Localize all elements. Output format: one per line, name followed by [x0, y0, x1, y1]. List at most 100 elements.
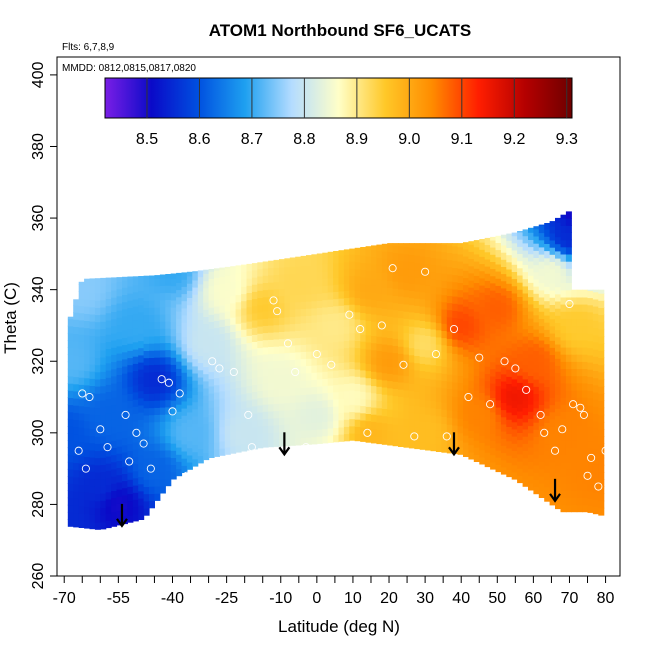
field-cell	[273, 259, 280, 261]
field-cell	[316, 264, 323, 273]
observation-marker	[565, 299, 574, 309]
field-cell	[441, 287, 448, 296]
field-cell	[84, 291, 91, 300]
field-cell	[67, 461, 74, 470]
field-cell	[371, 364, 377, 372]
field-cell	[251, 348, 258, 357]
field-cell	[560, 461, 567, 470]
field-cell	[94, 335, 101, 344]
field-cell	[403, 318, 410, 326]
field-cell	[517, 396, 524, 405]
field-cell	[214, 320, 220, 329]
field-cell	[528, 325, 534, 333]
field-cell	[522, 271, 529, 280]
field-cell	[138, 383, 145, 392]
field-cell	[587, 490, 594, 499]
field-cell	[262, 375, 269, 384]
field-cell	[533, 271, 540, 280]
field-cell	[576, 425, 583, 434]
field-cell	[219, 333, 226, 342]
field-cell	[506, 326, 513, 334]
field-cell	[522, 464, 529, 473]
field-cell	[592, 420, 599, 429]
field-cell	[84, 520, 91, 529]
field-cell	[398, 331, 404, 340]
observation-marker	[78, 389, 87, 398]
field-cell	[571, 332, 578, 341]
field-cell	[479, 378, 486, 386]
field-cell	[452, 303, 459, 311]
observation-marker	[81, 464, 90, 473]
field-cell	[322, 421, 329, 430]
field-cell	[414, 355, 421, 364]
field-cell	[533, 436, 540, 445]
field-cell	[241, 408, 248, 416]
field-cell	[143, 464, 150, 473]
field-cell	[214, 363, 220, 371]
observation-marker	[522, 385, 531, 394]
field-cell	[246, 421, 253, 429]
field-cell	[360, 427, 367, 435]
field-cell	[463, 242, 469, 250]
field-cell	[549, 404, 556, 413]
field-cell	[138, 311, 145, 320]
field-cell	[176, 432, 183, 441]
field-cell	[262, 382, 269, 391]
field-cell	[598, 343, 605, 351]
field-cell	[279, 438, 285, 447]
field-cell	[468, 301, 475, 310]
field-cell	[268, 425, 275, 433]
field-cell	[327, 427, 334, 436]
field-cell	[414, 312, 421, 321]
field-cell	[127, 314, 134, 323]
field-cell	[251, 391, 258, 400]
field-cell	[452, 389, 459, 397]
field-cell	[408, 254, 415, 263]
field-cell	[273, 381, 280, 390]
observation-marker	[345, 310, 354, 319]
field-cell	[560, 447, 567, 455]
field-cell	[408, 411, 415, 420]
field-cell	[154, 292, 161, 301]
field-cell	[587, 497, 594, 506]
field-cell	[170, 371, 177, 380]
field-cell	[203, 452, 210, 461]
field-cell	[555, 236, 561, 245]
field-cell	[208, 392, 215, 401]
field-cell	[571, 432, 578, 441]
field-cell	[533, 450, 540, 459]
field-cell	[365, 370, 372, 379]
field-cell	[78, 434, 85, 443]
field-cell	[582, 418, 589, 427]
field-cell	[273, 303, 280, 311]
field-cell	[138, 390, 145, 399]
field-cell	[219, 369, 226, 378]
field-cell	[343, 369, 350, 377]
field-cell	[154, 321, 161, 330]
field-cell	[224, 346, 231, 355]
field-cell	[197, 348, 204, 356]
field-cell	[582, 468, 589, 477]
field-cell	[549, 454, 556, 463]
field-cell	[241, 264, 248, 273]
field-cell	[208, 364, 215, 373]
field-cell	[73, 448, 80, 456]
field-cell	[495, 364, 502, 372]
field-cell	[452, 353, 459, 361]
field-cell	[149, 500, 155, 509]
field-cell	[560, 346, 567, 355]
field-cell	[376, 250, 383, 258]
field-cell	[473, 454, 480, 462]
field-cell	[67, 440, 74, 449]
field-cell	[490, 340, 497, 348]
field-cell	[257, 368, 264, 377]
field-cell	[511, 342, 518, 351]
field-cell	[538, 361, 545, 370]
field-cell	[165, 292, 172, 300]
field-cell	[235, 409, 242, 417]
field-cell	[538, 339, 545, 348]
field-cell	[479, 421, 486, 429]
field-cell	[149, 321, 155, 330]
field-cell	[176, 404, 183, 412]
field-cell	[365, 434, 372, 443]
